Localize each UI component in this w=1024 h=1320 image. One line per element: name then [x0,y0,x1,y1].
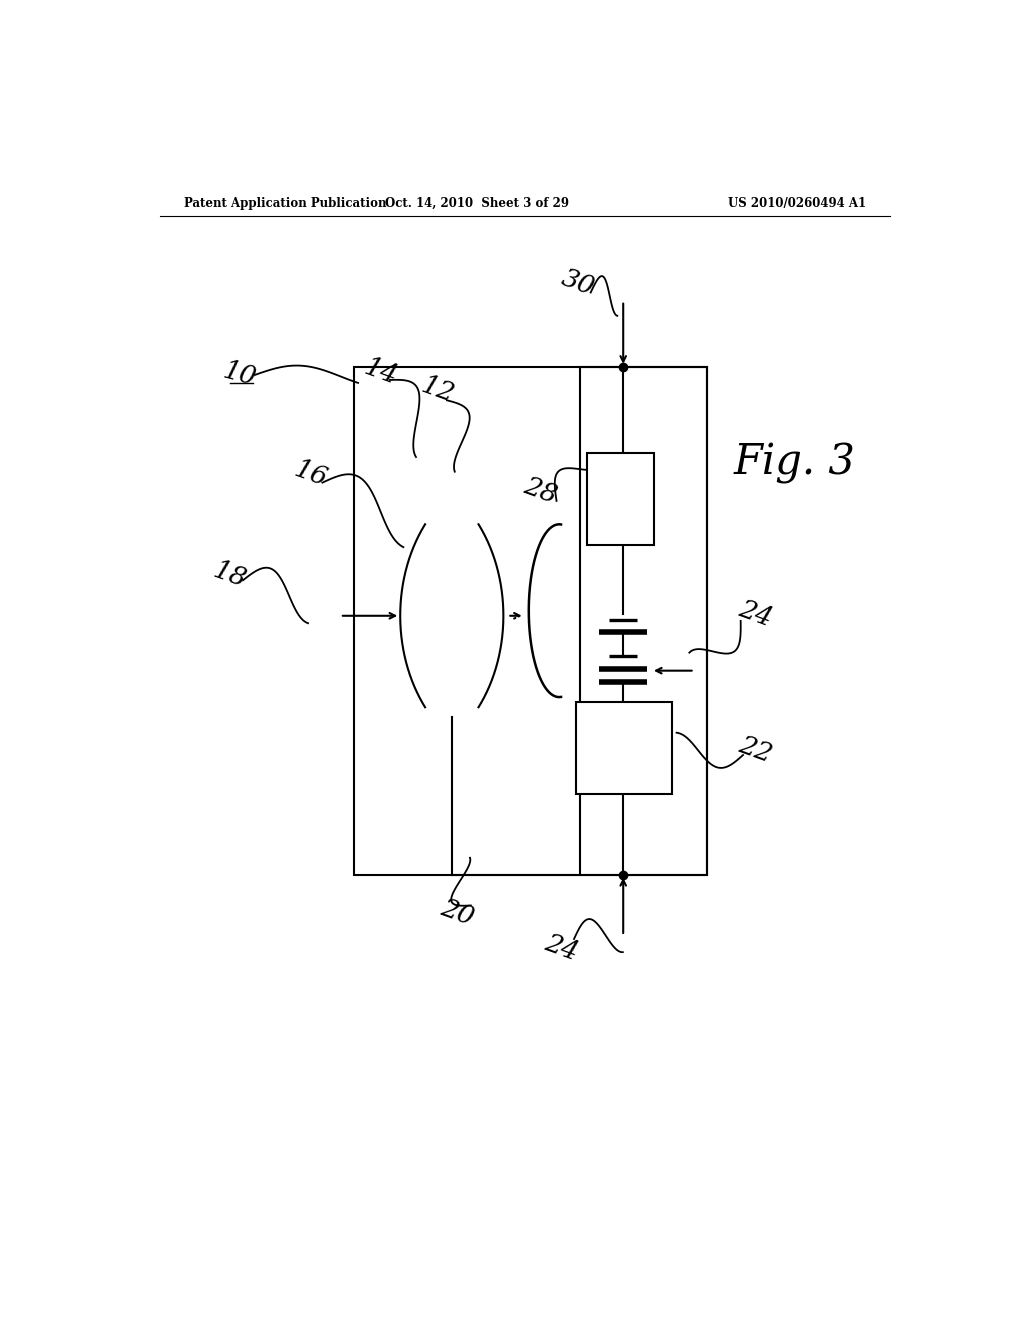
Text: 24: 24 [542,931,582,966]
Text: US 2010/0260494 A1: US 2010/0260494 A1 [728,197,866,210]
Text: Patent Application Publication: Patent Application Publication [183,197,386,210]
Text: 16: 16 [291,455,331,491]
Text: 14: 14 [360,354,400,389]
Text: 12: 12 [418,372,458,408]
Text: 24: 24 [735,597,775,631]
Text: 30: 30 [558,265,598,300]
Bar [581,367,708,875]
Text: 22: 22 [735,733,775,767]
Bar [577,702,672,793]
Text: 10: 10 [220,358,258,391]
Text: 18: 18 [210,557,250,593]
Text: Fig. 3: Fig. 3 [733,442,856,484]
Text: 28: 28 [520,474,561,508]
Bar [354,367,708,875]
Text: 20: 20 [437,895,477,931]
Bar [587,453,654,545]
Text: Oct. 14, 2010  Sheet 3 of 29: Oct. 14, 2010 Sheet 3 of 29 [385,197,569,210]
